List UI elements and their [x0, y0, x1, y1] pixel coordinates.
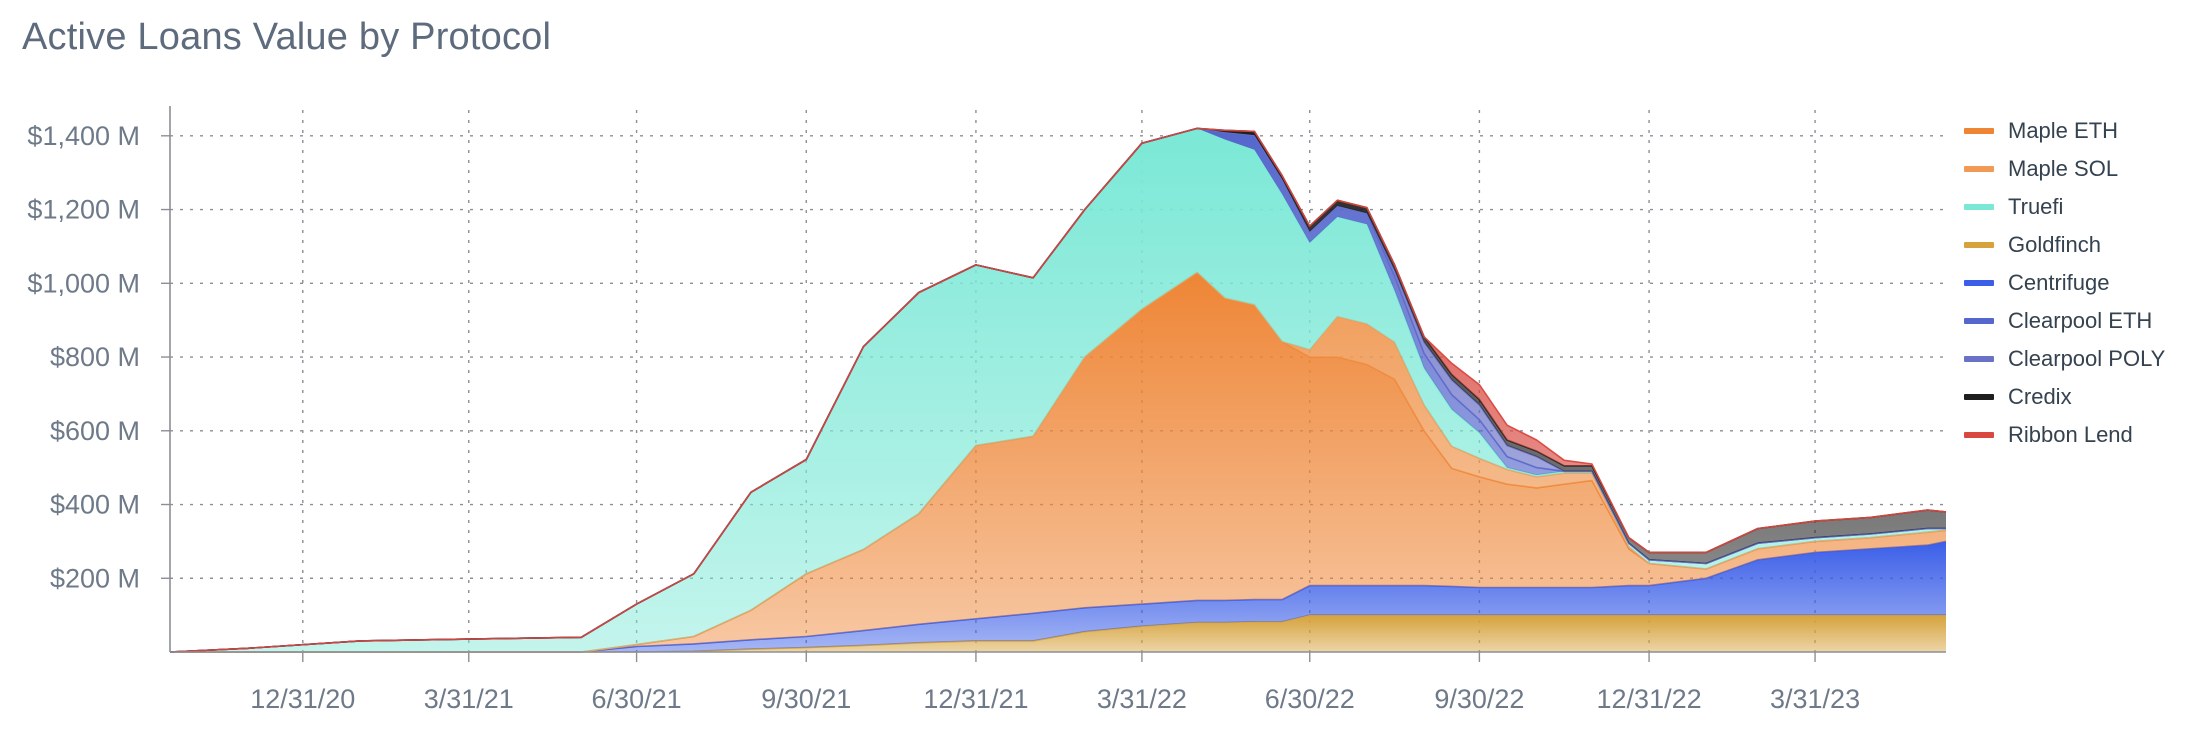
legend-item-ribbon-lend[interactable]: Ribbon Lend: [1964, 416, 2200, 454]
legend-item-goldfinch[interactable]: Goldfinch: [1964, 226, 2200, 264]
x-tick-label: 9/30/21: [761, 684, 851, 714]
legend-label: Truefi: [2008, 194, 2064, 219]
y-tick-label: $1,400 M: [27, 121, 140, 151]
y-tick-label: $400 M: [50, 490, 140, 520]
area-truefi: [170, 128, 1946, 652]
area-centrifuge: [170, 541, 1946, 652]
y-tick-label: $800 M: [50, 342, 140, 372]
x-tick-label: 12/31/22: [1597, 684, 1702, 714]
y-tick-label: $600 M: [50, 416, 140, 446]
legend-label: Ribbon Lend: [2008, 422, 2133, 447]
legend-label: Clearpool POLY: [2008, 346, 2166, 371]
legend-swatch: [1964, 280, 1994, 286]
legend-label: Goldfinch: [2008, 232, 2101, 257]
x-tick-label: 3/31/23: [1770, 684, 1860, 714]
legend-swatch: [1964, 242, 1994, 248]
x-tick-label: 9/30/22: [1434, 684, 1524, 714]
legend-swatch: [1964, 128, 1994, 134]
y-tick-label: $1,200 M: [27, 195, 140, 225]
chart-title: Active Loans Value by Protocol: [22, 16, 552, 58]
legend-item-truefi[interactable]: Truefi: [1964, 188, 2200, 226]
y-tick-label: $1,000 M: [27, 268, 140, 298]
legend-item-credix[interactable]: Credix: [1964, 378, 2200, 416]
area-layers: [169, 127, 1947, 653]
area-maple-eth: [170, 272, 1946, 652]
x-tick-label: 3/31/21: [424, 684, 514, 714]
x-tick-label: 6/30/22: [1265, 684, 1355, 714]
legend-swatch: [1964, 166, 1994, 172]
legend-item-clearpool-poly[interactable]: Clearpool POLY: [1964, 340, 2200, 378]
y-tick-label: $200 M: [50, 563, 140, 593]
x-tick-label: 12/31/21: [923, 684, 1028, 714]
legend-label: Maple ETH: [2008, 118, 2119, 143]
legend-swatch: [1964, 432, 1994, 438]
legend-label: Credix: [2008, 384, 2072, 409]
area-edge-ribbon-lend: [169, 127, 1947, 653]
legend-item-clearpool-eth[interactable]: Clearpool ETH: [1964, 302, 2200, 340]
legend-item-maple-sol[interactable]: Maple SOL: [1964, 150, 2200, 188]
x-tick-label: 12/31/20: [250, 684, 355, 714]
legend-swatch: [1964, 356, 1994, 362]
legend-item-centrifuge[interactable]: Centrifuge: [1964, 264, 2200, 302]
x-tick-label: 6/30/21: [592, 684, 682, 714]
legend-swatch: [1964, 204, 1994, 210]
legend-swatch: [1964, 318, 1994, 324]
legend-label: Maple SOL: [2008, 156, 2119, 181]
chart-legend: Maple ETH Maple SOL Truefi Goldfinch Centrif…: [1964, 112, 2200, 454]
legend-item-maple-eth[interactable]: Maple ETH: [1964, 112, 2200, 150]
x-tick-label: 3/31/22: [1097, 684, 1187, 714]
area-goldfinch: [170, 615, 1946, 652]
legend-label: Centrifuge: [2008, 270, 2110, 295]
legend-label: Clearpool ETH: [2008, 308, 2153, 333]
legend-swatch: [1964, 394, 1994, 400]
